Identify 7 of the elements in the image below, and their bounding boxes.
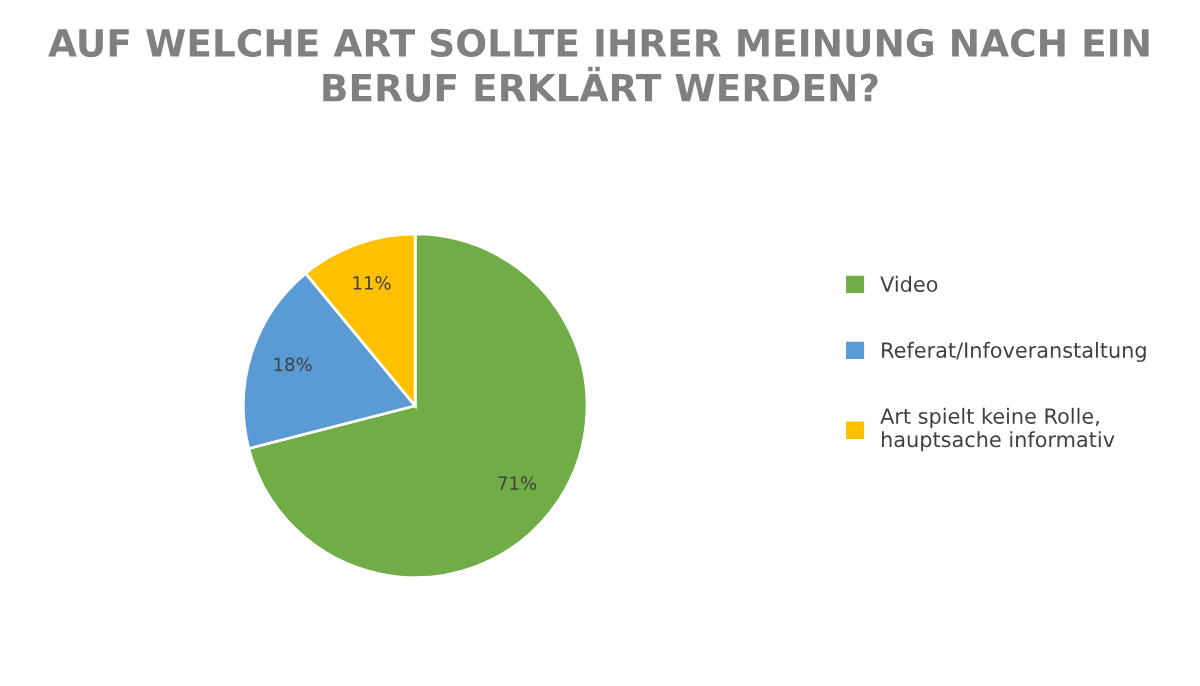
legend-label: Referat/Infoveranstaltung (882, 341, 1146, 362)
data-label: 71% (498, 476, 537, 490)
data-label: 18% (274, 357, 312, 372)
chart-title: AUF WELCHE ART SOLLTE IHRER MEINUNG NACH EIN BERUF ERKLÄRT WERDEN? (48, 28, 1149, 102)
legend-label: Video (880, 275, 938, 292)
legend-label: Art spielt keine Rolle, hauptsache informativ (880, 407, 1115, 452)
data-label: 11% (353, 276, 391, 290)
